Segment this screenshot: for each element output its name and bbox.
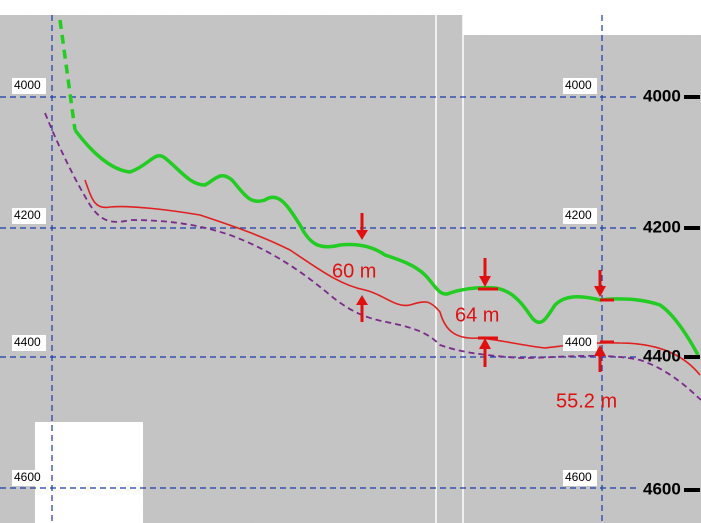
labels: 4000 4200 4400 4600 4000 4200 4400 4600 4000 4200… xyxy=(12,78,700,498)
depth-label: 4400 xyxy=(14,335,41,349)
depth-label: 4600 xyxy=(643,479,681,498)
label-box xyxy=(563,470,597,486)
thickness-label: 64 m xyxy=(455,304,499,326)
depth-label: 4600 xyxy=(14,470,41,484)
depth-label: 4000 xyxy=(565,78,592,92)
blank-top xyxy=(463,0,701,35)
label-box xyxy=(12,208,46,224)
depth-label: 4000 xyxy=(643,86,681,105)
label-box xyxy=(563,335,597,351)
blank-area xyxy=(35,422,143,523)
green-horizon xyxy=(73,128,700,356)
depth-label: 4200 xyxy=(643,217,681,236)
blank-top xyxy=(0,0,463,15)
label-box xyxy=(563,208,597,224)
thickness-label: 55.2 m xyxy=(556,390,617,412)
label-box xyxy=(563,78,597,94)
thickness-label: 60 m xyxy=(332,260,376,282)
thickness-arrows xyxy=(356,213,614,372)
label-box xyxy=(12,470,46,486)
green-horizon-extension xyxy=(58,19,77,131)
depth-label: 4200 xyxy=(14,208,41,222)
depth-label: 4600 xyxy=(565,470,592,484)
label-box xyxy=(12,335,46,351)
depth-label: 4200 xyxy=(565,208,592,222)
depth-label: 4400 xyxy=(565,335,592,349)
depth-label: 4400 xyxy=(643,346,681,365)
label-box xyxy=(12,78,46,94)
depth-label: 4000 xyxy=(14,78,41,92)
